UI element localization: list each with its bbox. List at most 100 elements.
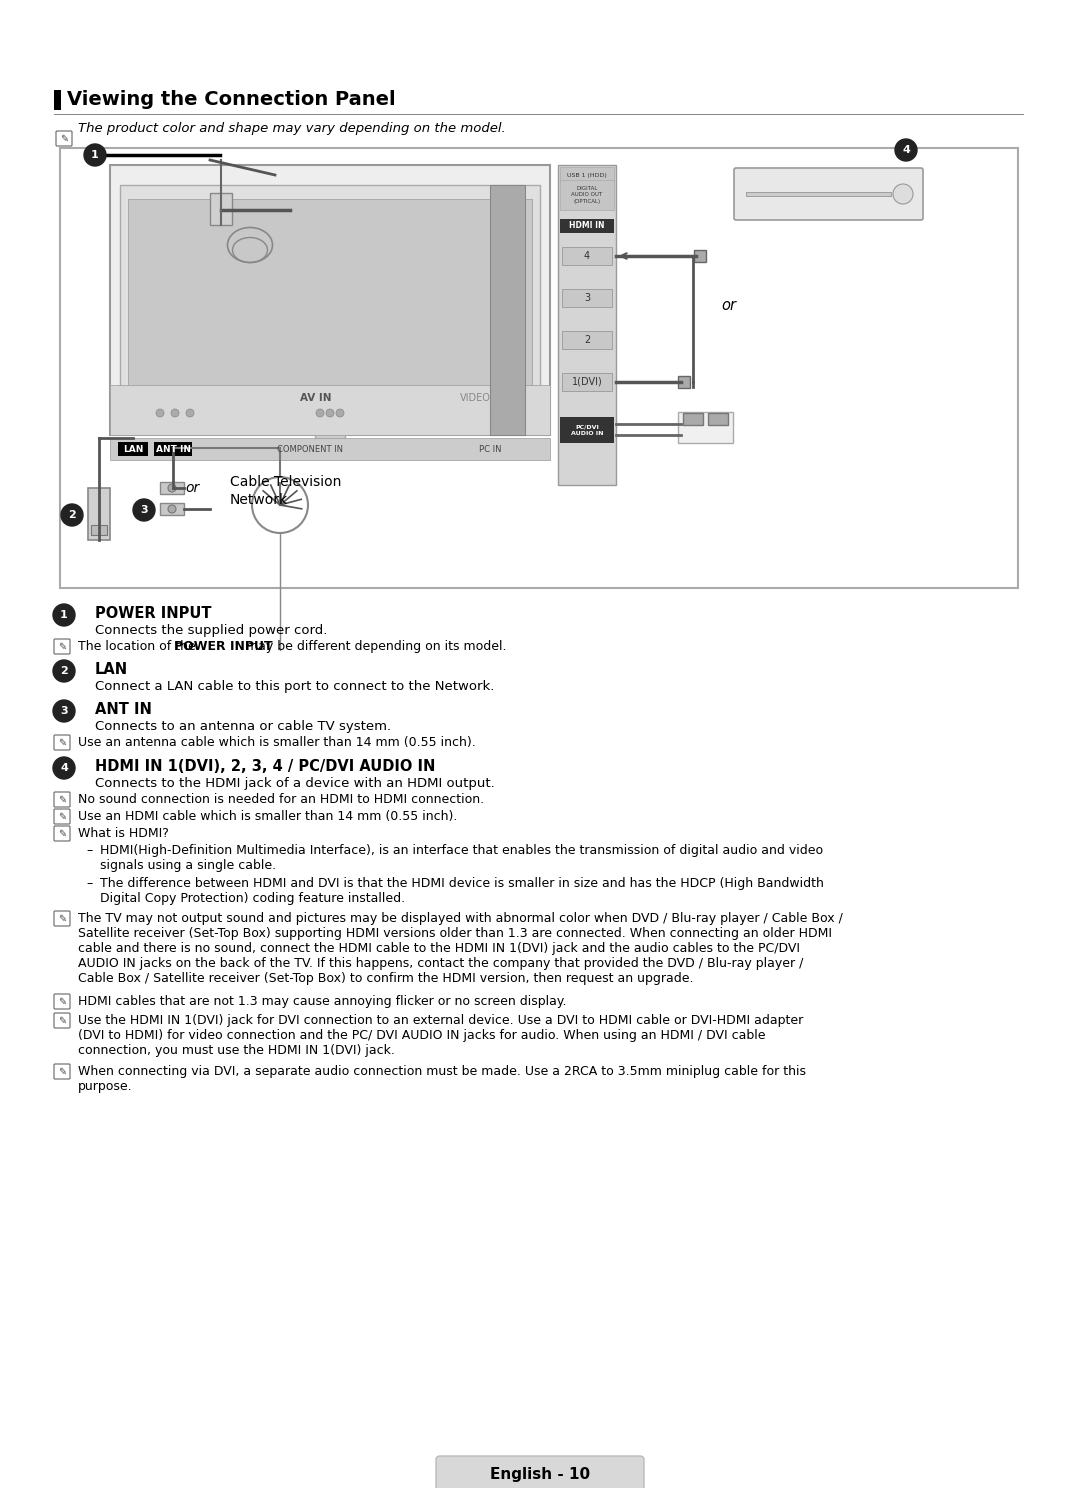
Text: 4: 4 bbox=[584, 251, 590, 260]
Text: What is HDMI?: What is HDMI? bbox=[78, 827, 168, 841]
Bar bbox=[110, 385, 550, 434]
FancyBboxPatch shape bbox=[54, 638, 70, 655]
Text: Connect a LAN cable to this port to connect to the Network.: Connect a LAN cable to this port to conn… bbox=[95, 680, 495, 693]
Bar bbox=[270, 449, 390, 457]
Text: USB 1 (HDD): USB 1 (HDD) bbox=[567, 173, 607, 177]
FancyBboxPatch shape bbox=[54, 792, 70, 806]
Bar bbox=[562, 247, 612, 265]
Text: AV IN: AV IN bbox=[300, 393, 332, 403]
Text: No sound connection is needed for an HDMI to HDMI connection.: No sound connection is needed for an HDM… bbox=[78, 793, 484, 806]
Bar bbox=[110, 437, 550, 460]
Text: Use an antenna cable which is smaller than 14 mm (0.55 inch).: Use an antenna cable which is smaller th… bbox=[78, 737, 476, 748]
Text: or: or bbox=[185, 481, 199, 496]
Bar bbox=[746, 192, 891, 196]
Text: PC/DVI
AUDIO IN: PC/DVI AUDIO IN bbox=[570, 424, 604, 436]
Bar bbox=[154, 442, 192, 455]
Text: ✎: ✎ bbox=[58, 1067, 66, 1077]
Text: ✎: ✎ bbox=[58, 812, 66, 821]
FancyBboxPatch shape bbox=[54, 1013, 70, 1028]
Circle shape bbox=[252, 478, 308, 533]
Text: ✎: ✎ bbox=[58, 738, 66, 748]
Text: ✎: ✎ bbox=[58, 795, 66, 805]
Text: 3: 3 bbox=[60, 705, 68, 716]
Text: COMPONENT IN: COMPONENT IN bbox=[276, 445, 343, 454]
Text: DIGITAL
AUDIO OUT
(OPTICAL): DIGITAL AUDIO OUT (OPTICAL) bbox=[571, 186, 603, 204]
Bar bbox=[562, 373, 612, 391]
Text: 4: 4 bbox=[902, 144, 910, 155]
Circle shape bbox=[168, 504, 176, 513]
Text: ✎: ✎ bbox=[58, 914, 66, 924]
Circle shape bbox=[53, 699, 75, 722]
Text: The difference between HDMI and DVI is that the HDMI device is smaller in size a: The difference between HDMI and DVI is t… bbox=[100, 876, 824, 905]
Bar bbox=[561, 180, 615, 210]
Circle shape bbox=[336, 409, 345, 417]
Text: Cable Television: Cable Television bbox=[230, 475, 341, 490]
Text: ANT IN: ANT IN bbox=[156, 445, 190, 454]
Text: Connects to the HDMI jack of a device with an HDMI output.: Connects to the HDMI jack of a device wi… bbox=[95, 777, 495, 790]
Text: Viewing the Connection Panel: Viewing the Connection Panel bbox=[67, 89, 395, 109]
Text: The location of the: The location of the bbox=[78, 640, 200, 653]
Bar bbox=[91, 525, 107, 536]
Text: The TV may not output sound and pictures may be displayed with abnormal color wh: The TV may not output sound and pictures… bbox=[78, 912, 842, 985]
Circle shape bbox=[895, 138, 917, 161]
Text: ✎: ✎ bbox=[58, 997, 66, 1007]
Circle shape bbox=[53, 604, 75, 626]
Bar bbox=[490, 185, 525, 434]
Bar bbox=[561, 167, 615, 183]
Text: ✎: ✎ bbox=[58, 829, 66, 839]
FancyBboxPatch shape bbox=[54, 735, 70, 750]
FancyBboxPatch shape bbox=[54, 826, 70, 841]
Text: 1: 1 bbox=[91, 150, 99, 161]
Bar bbox=[561, 417, 615, 443]
Circle shape bbox=[60, 504, 83, 525]
FancyBboxPatch shape bbox=[54, 809, 70, 824]
Text: When connecting via DVI, a separate audio connection must be made. Use a 2RCA to: When connecting via DVI, a separate audi… bbox=[78, 1065, 806, 1094]
Bar bbox=[60, 147, 1018, 588]
Bar bbox=[708, 414, 728, 426]
Bar bbox=[54, 89, 60, 110]
Text: Connects the supplied power cord.: Connects the supplied power cord. bbox=[95, 623, 327, 637]
Text: HDMI(High-Definition Multimedia Interface), is an interface that enables the tra: HDMI(High-Definition Multimedia Interfac… bbox=[100, 844, 823, 872]
Circle shape bbox=[84, 144, 106, 167]
Text: may be different depending on its model.: may be different depending on its model. bbox=[242, 640, 507, 653]
Text: ✎: ✎ bbox=[59, 134, 68, 144]
Text: Connects to an antenna or cable TV system.: Connects to an antenna or cable TV syste… bbox=[95, 720, 391, 734]
Circle shape bbox=[186, 409, 194, 417]
Bar bbox=[129, 199, 532, 417]
Text: –: – bbox=[86, 876, 92, 890]
Text: 3: 3 bbox=[140, 504, 148, 515]
Text: LAN: LAN bbox=[95, 662, 129, 677]
Circle shape bbox=[893, 185, 913, 204]
Text: 4: 4 bbox=[60, 763, 68, 772]
FancyBboxPatch shape bbox=[54, 994, 70, 1009]
FancyBboxPatch shape bbox=[56, 131, 72, 146]
Text: 2: 2 bbox=[584, 335, 590, 345]
Bar bbox=[694, 250, 706, 262]
Text: Network: Network bbox=[230, 493, 288, 507]
Bar bbox=[558, 165, 616, 485]
FancyBboxPatch shape bbox=[54, 1064, 70, 1079]
Bar bbox=[315, 432, 345, 446]
Text: 3: 3 bbox=[584, 293, 590, 304]
Text: POWER INPUT: POWER INPUT bbox=[174, 640, 272, 653]
Text: HDMI IN 1(DVI), 2, 3, 4 / PC/DVI AUDIO IN: HDMI IN 1(DVI), 2, 3, 4 / PC/DVI AUDIO I… bbox=[95, 759, 435, 774]
Circle shape bbox=[681, 420, 691, 429]
Circle shape bbox=[171, 409, 179, 417]
Text: HDMI cables that are not 1.3 may cause annoying flicker or no screen display.: HDMI cables that are not 1.3 may cause a… bbox=[78, 995, 567, 1007]
Text: ANT IN: ANT IN bbox=[95, 702, 152, 717]
Text: LAN: LAN bbox=[123, 445, 144, 454]
Bar bbox=[683, 414, 703, 426]
Circle shape bbox=[681, 430, 691, 440]
Text: 2: 2 bbox=[68, 510, 76, 519]
Circle shape bbox=[53, 661, 75, 682]
Bar bbox=[87, 488, 110, 540]
Text: Use the HDMI IN 1(DVI) jack for DVI connection to an external device. Use a DVI : Use the HDMI IN 1(DVI) jack for DVI conn… bbox=[78, 1013, 804, 1056]
Bar bbox=[54, 113, 1024, 115]
FancyBboxPatch shape bbox=[54, 911, 70, 926]
Text: English - 10: English - 10 bbox=[490, 1467, 590, 1482]
Bar bbox=[562, 330, 612, 350]
Text: ✎: ✎ bbox=[58, 1016, 66, 1027]
Text: 1: 1 bbox=[60, 610, 68, 620]
Text: POWER INPUT: POWER INPUT bbox=[95, 606, 212, 620]
Text: Use an HDMI cable which is smaller than 14 mm (0.55 inch).: Use an HDMI cable which is smaller than … bbox=[78, 809, 457, 823]
